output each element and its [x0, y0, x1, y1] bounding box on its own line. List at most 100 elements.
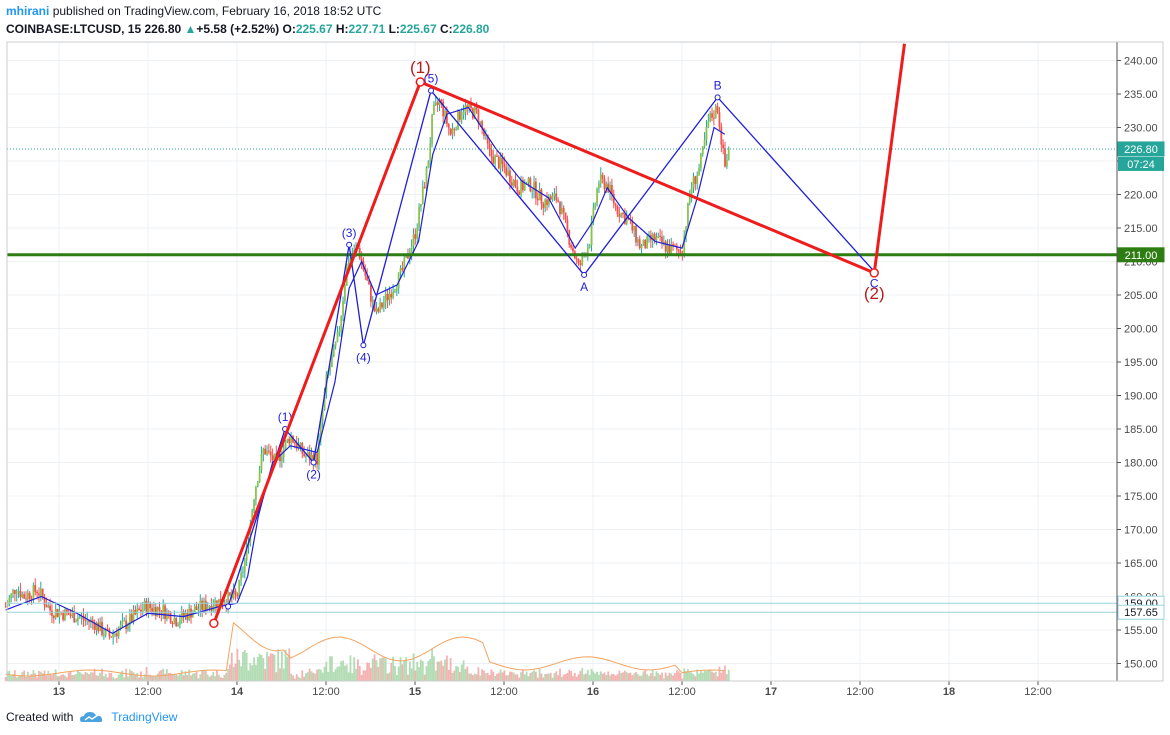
candle-body	[416, 227, 419, 239]
candle-body	[477, 109, 480, 124]
candle-body	[95, 622, 98, 630]
volume-bar	[358, 666, 361, 681]
author-link[interactable]: mhirani	[6, 4, 50, 18]
blue-wave-label: (4)	[356, 350, 371, 364]
candle-body	[69, 615, 72, 617]
candle-body	[256, 482, 259, 487]
volume-bar	[675, 670, 678, 681]
candle-body	[288, 438, 291, 444]
candle-body	[425, 168, 428, 188]
x-tick-label: 18	[943, 686, 955, 698]
candle-body	[36, 591, 39, 594]
volume-bar	[648, 675, 650, 681]
volume-bar	[529, 673, 532, 681]
candle-body	[611, 185, 613, 194]
candle-body	[553, 193, 556, 196]
created-with-text: Created with	[6, 710, 74, 724]
price-marker-label: 157.65	[1124, 607, 1158, 619]
candle-body	[177, 624, 179, 626]
candle-body	[119, 624, 122, 629]
candle-body	[579, 263, 582, 265]
candle-body	[299, 442, 302, 445]
volume-bar	[494, 676, 496, 681]
volume-bar	[140, 671, 142, 681]
volume-bar	[208, 676, 211, 681]
volume-bar	[327, 671, 330, 681]
volume-bar	[10, 675, 13, 681]
candle-body	[575, 258, 578, 260]
candle-body	[240, 573, 242, 580]
candle-body	[62, 612, 64, 620]
candle-body	[358, 247, 361, 259]
candle-body	[512, 179, 515, 186]
volume-bar	[345, 664, 348, 681]
candle-body	[10, 593, 13, 599]
volume-bar	[698, 673, 700, 681]
volume-bar	[623, 670, 626, 681]
volume-bar	[549, 672, 552, 681]
volume-bar	[175, 673, 178, 681]
candle-body	[601, 174, 604, 179]
candle-body	[536, 198, 539, 201]
volume-bar	[399, 657, 402, 681]
volume-bar	[39, 671, 42, 681]
volume-bar	[101, 668, 103, 681]
candle-body	[280, 457, 283, 462]
volume-bar	[351, 673, 354, 681]
candle-body	[314, 453, 317, 466]
candle-body	[206, 607, 209, 611]
volume-bar	[649, 673, 652, 681]
tradingview-brand-link[interactable]: TradingView	[111, 710, 178, 724]
volume-bar	[292, 675, 294, 681]
volume-bar	[180, 669, 183, 681]
volume-bar	[51, 675, 53, 681]
volume-bar	[86, 672, 89, 681]
price-chart[interactable]: (1) (2) (3) (4) (5) A B C (1) (2) 240.00 235.00 230…	[0, 0, 1170, 705]
candle-body	[466, 105, 469, 108]
candle-body	[64, 609, 66, 620]
volume-bar	[104, 673, 107, 681]
y-tick-label: 195.00	[1124, 357, 1158, 369]
candle-body	[47, 605, 50, 608]
candle-body	[540, 189, 543, 204]
candle-body	[130, 614, 133, 622]
y-tick-label: 170.00	[1124, 525, 1158, 537]
candle-body	[271, 455, 274, 461]
candle-body	[433, 104, 435, 115]
candle-body	[115, 633, 118, 637]
chart-frame	[6, 41, 1164, 682]
candle-body	[140, 609, 142, 612]
candle-body	[664, 241, 667, 252]
candle-body	[32, 585, 35, 600]
volume-bar	[627, 673, 630, 681]
candle-body	[204, 600, 207, 611]
candle-body	[15, 592, 18, 594]
candle-body	[193, 606, 196, 613]
volume-bar	[366, 662, 369, 681]
candle-body	[586, 247, 589, 257]
candle-body	[488, 143, 491, 150]
volume-bar	[674, 673, 676, 681]
candle-body	[607, 183, 610, 193]
volume-bar	[453, 670, 456, 681]
volume-bar	[164, 673, 166, 681]
volume-bar	[401, 664, 404, 681]
volume-bar	[564, 674, 567, 681]
volume-bar	[666, 675, 669, 681]
candle-body	[349, 257, 352, 264]
volume-bar	[312, 672, 315, 681]
y-tick-label: 185.00	[1124, 424, 1158, 436]
volume-bar	[67, 672, 70, 681]
blue-wave-label: (2)	[306, 468, 321, 482]
candle-body	[712, 117, 715, 119]
volume-bar	[80, 673, 83, 681]
volume-bar	[625, 672, 628, 681]
volume-bar	[534, 671, 537, 681]
candle-body	[379, 302, 382, 312]
volume-bar	[286, 656, 289, 681]
volume-bar	[321, 672, 324, 681]
volume-bar	[410, 668, 413, 681]
volume-bar	[279, 668, 281, 681]
candle-body	[685, 226, 687, 236]
candle-body	[679, 250, 682, 256]
